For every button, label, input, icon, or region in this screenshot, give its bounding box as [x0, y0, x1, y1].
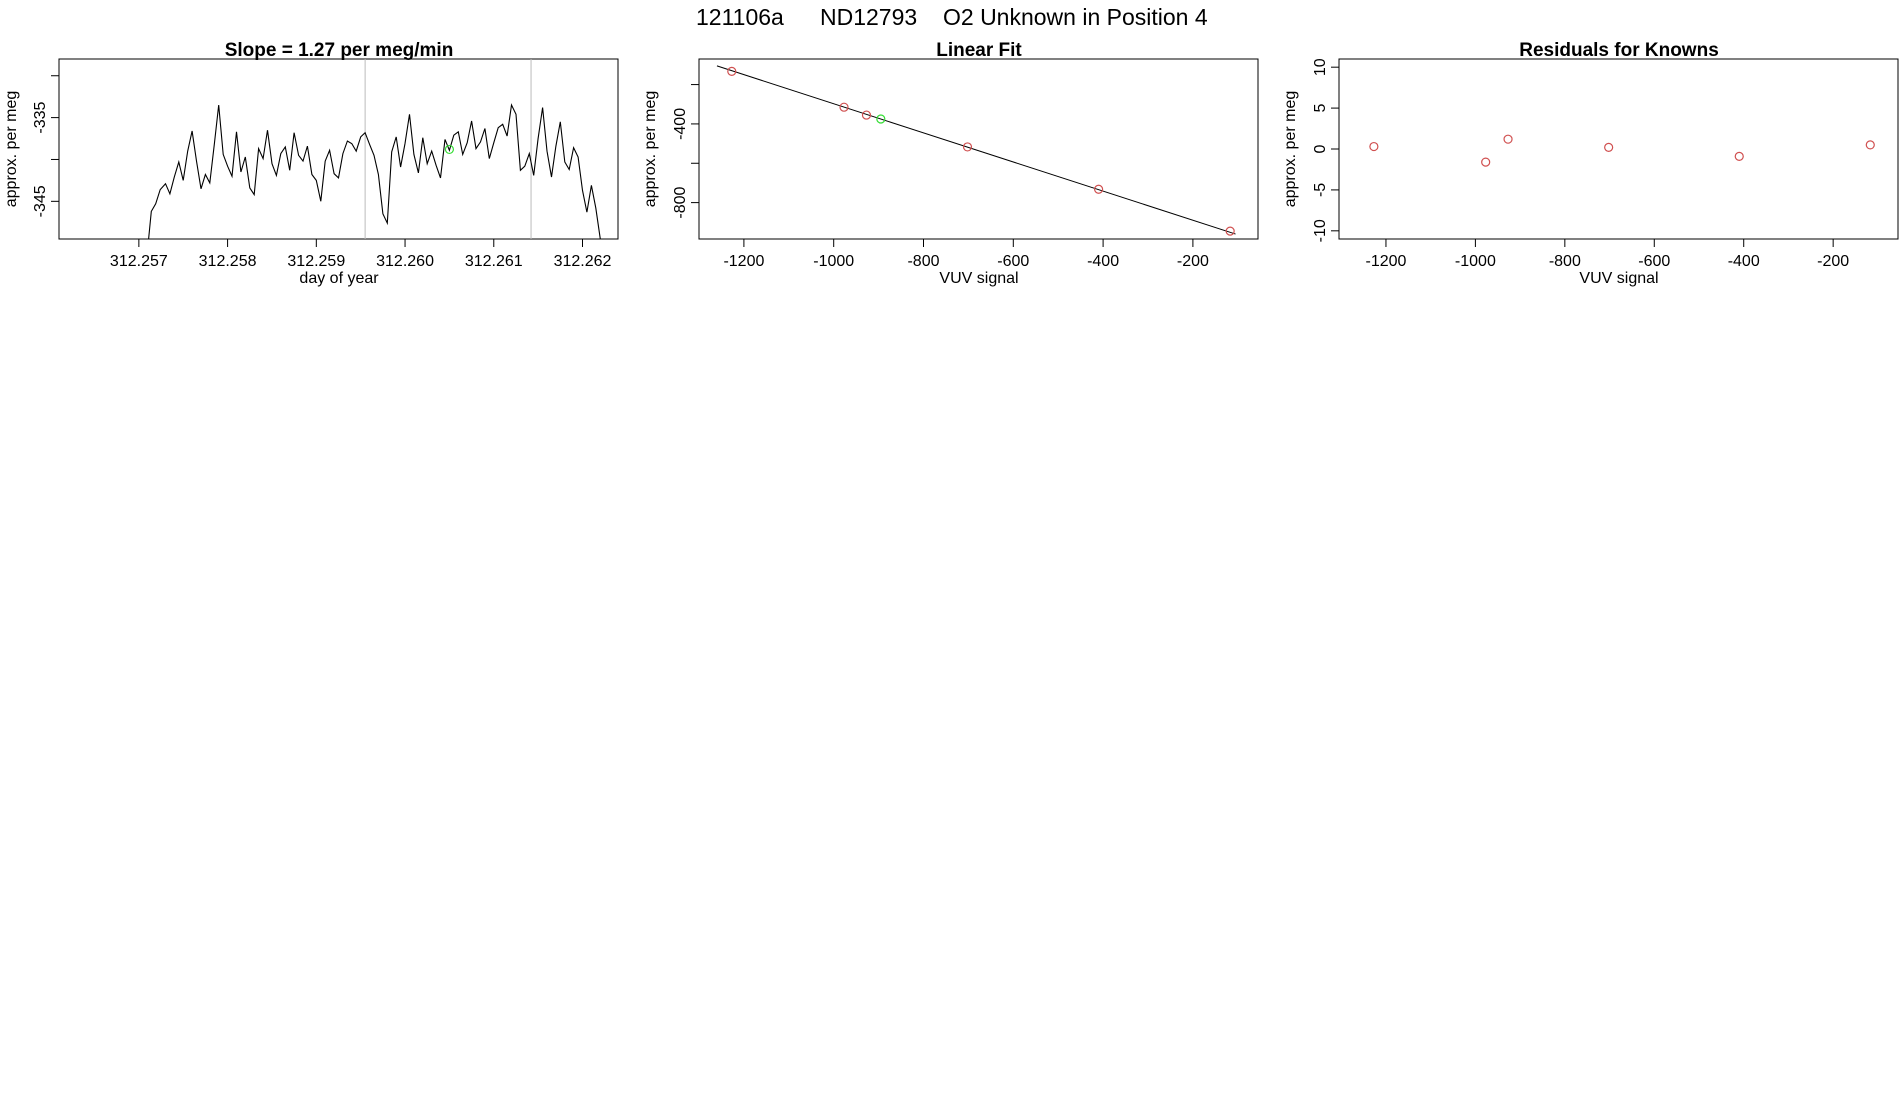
residuals-panel: Residuals for Knowns -1200 -1000 -800 -600 -…	[1282, 40, 1899, 287]
known-point	[861, 110, 872, 120]
known-point	[727, 66, 737, 76]
y-tick-label: -5	[1312, 183, 1329, 197]
x-tick-label: 312.257	[110, 253, 168, 270]
slope-panel-title: Slope = 1.27 per meg/min	[225, 40, 454, 61]
known-point	[1094, 184, 1104, 194]
x-tick-label: -400	[1087, 253, 1119, 270]
x-tick-label: -1000	[813, 253, 854, 270]
y-tick-label: 5	[1312, 104, 1329, 113]
linear-fit-panel: Linear Fit -1200 -1000 -800 -600 -400 -200 -80…	[642, 40, 1259, 287]
residual-point	[1369, 141, 1379, 152]
x-tick-label: -600	[1638, 253, 1670, 270]
known-point	[1225, 226, 1235, 236]
figure-description: O2 Unknown in Position 4	[943, 4, 1208, 30]
figure-tank-id: ND12793	[820, 4, 917, 30]
x-tick-label: -1200	[1365, 253, 1406, 270]
timeseries-trace	[148, 103, 601, 239]
x-tick-label: -1200	[723, 253, 764, 270]
figure-run-id: 121106a	[696, 4, 784, 30]
y-tick-label: -800	[672, 186, 689, 218]
y-axis-label: approx. per meg	[642, 91, 659, 208]
plot-area-1	[716, 65, 1236, 236]
x-tick-label: -800	[1549, 253, 1581, 270]
x-tick-label: 312.259	[287, 253, 345, 270]
known-point	[839, 102, 849, 112]
x-tick-label: -200	[1177, 253, 1209, 270]
y-axis-label: approx. per meg	[3, 91, 20, 208]
x-axis-label: VUV signal	[1579, 270, 1658, 287]
x-tick-label: 312.258	[199, 253, 257, 270]
residual-point	[1734, 151, 1744, 161]
y-tick-label: -10	[1312, 219, 1329, 242]
x-axis-label: VUV signal	[939, 270, 1018, 287]
y-tick-label: -400	[672, 108, 689, 140]
y-tick-label: 0	[1312, 144, 1329, 153]
plot-area-2	[1369, 134, 1875, 167]
residual-point	[1604, 142, 1614, 152]
linear-fit-panel-title: Linear Fit	[936, 40, 1022, 61]
residual-point	[1865, 140, 1875, 150]
residual-point	[1481, 157, 1491, 167]
x-tick-label: -1000	[1455, 253, 1496, 270]
residual-point	[1503, 134, 1513, 144]
x-tick-label: -600	[997, 253, 1029, 270]
plot-area-0	[148, 59, 601, 239]
known-point	[962, 142, 973, 152]
y-axis-label: approx. per meg	[1282, 91, 1299, 208]
residuals-panel-title: Residuals for Knowns	[1519, 40, 1719, 61]
plot-frame-2	[1338, 58, 1899, 240]
plot-frame-1	[698, 58, 1259, 240]
x-tick-label: -200	[1817, 253, 1849, 270]
unknown-point	[876, 114, 886, 124]
x-tick-label: -400	[1728, 253, 1760, 270]
y-tick-label: -345	[32, 185, 49, 217]
x-tick-label: -800	[907, 253, 939, 270]
x-tick-label: 312.262	[554, 253, 612, 270]
unknown-mean-point	[444, 144, 455, 155]
fit-line	[716, 65, 1236, 235]
x-tick-label: 312.261	[465, 253, 523, 270]
slope-timeseries-panel: Slope = 1.27 per meg/min 312.257 312.258 3…	[3, 40, 619, 287]
plot-frame-0	[58, 58, 619, 240]
y-tick-label: 10	[1312, 58, 1329, 76]
y-tick-label: -335	[32, 101, 49, 133]
x-tick-label: 312.260	[376, 253, 434, 270]
x-axis-label: day of year	[299, 270, 379, 287]
